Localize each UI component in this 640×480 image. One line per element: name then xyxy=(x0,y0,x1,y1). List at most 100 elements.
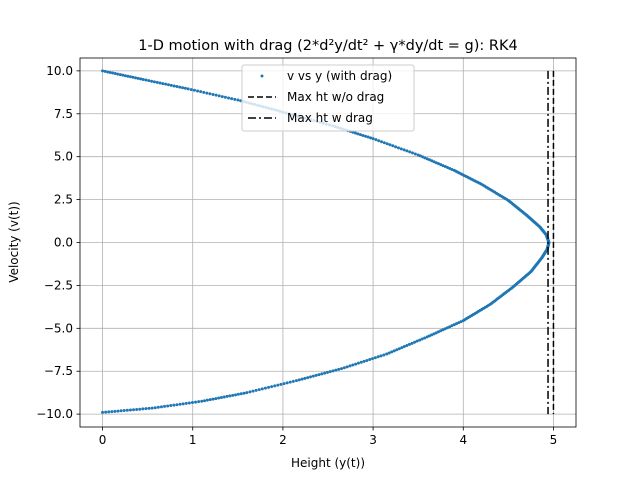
x-tick-label: 3 xyxy=(369,433,377,447)
data-point xyxy=(111,71,115,75)
data-point xyxy=(228,394,232,398)
data-point xyxy=(441,328,445,332)
legend-frame xyxy=(241,64,415,132)
data-point xyxy=(131,75,135,79)
data-point xyxy=(294,379,298,383)
data-point xyxy=(421,155,425,159)
data-point xyxy=(113,72,117,76)
data-point xyxy=(450,167,454,171)
data-point xyxy=(394,145,398,149)
data-point xyxy=(144,407,148,411)
data-point xyxy=(385,352,389,356)
data-point xyxy=(251,389,255,393)
data-point xyxy=(189,88,193,92)
data-point xyxy=(108,70,112,74)
data-point xyxy=(297,378,301,382)
data-point xyxy=(334,368,338,372)
data-point xyxy=(300,377,304,381)
data-point xyxy=(223,95,227,99)
legend-marker-points xyxy=(260,74,264,78)
data-point xyxy=(116,72,120,76)
legend-label-points: v vs y (with drag) xyxy=(287,69,392,83)
data-point xyxy=(439,329,443,333)
data-point xyxy=(104,410,108,414)
data-point xyxy=(199,90,203,94)
data-point xyxy=(436,330,440,334)
data-point xyxy=(363,134,367,138)
data-point xyxy=(413,340,417,344)
data-point xyxy=(217,94,221,98)
y-tick-label: 5.0 xyxy=(54,150,73,164)
data-point xyxy=(208,92,212,96)
data-point xyxy=(430,159,434,163)
data-point xyxy=(325,370,329,374)
data-point xyxy=(288,380,292,384)
y-tick-label: −5.0 xyxy=(44,321,73,335)
data-point xyxy=(161,82,165,86)
data-point xyxy=(362,359,366,363)
data-point xyxy=(169,404,173,408)
data-point xyxy=(303,376,307,380)
data-point xyxy=(342,366,346,370)
data-point xyxy=(432,160,436,164)
data-point xyxy=(107,410,111,414)
data-point xyxy=(309,375,313,379)
data-point xyxy=(358,133,362,137)
data-point xyxy=(337,367,341,371)
data-point xyxy=(408,150,412,154)
data-point xyxy=(183,86,187,90)
data-point xyxy=(132,408,136,412)
data-point xyxy=(141,407,145,411)
data-point xyxy=(450,324,454,328)
data-point xyxy=(282,382,286,386)
data-point xyxy=(225,394,229,398)
data-point xyxy=(175,403,179,407)
data-point xyxy=(123,74,127,78)
data-point xyxy=(172,84,176,88)
data-point xyxy=(405,343,409,347)
data-point xyxy=(153,406,157,410)
data-point xyxy=(390,350,394,354)
data-point xyxy=(136,76,140,80)
data-point xyxy=(141,77,145,81)
data-point xyxy=(441,164,445,168)
data-point xyxy=(101,69,105,73)
data-point xyxy=(205,91,209,95)
data-point xyxy=(139,77,143,81)
data-point xyxy=(413,152,417,156)
data-point xyxy=(152,80,156,84)
data-point xyxy=(369,136,373,140)
y-tick-label: 7.5 xyxy=(54,107,73,121)
data-point xyxy=(236,98,240,102)
data-point xyxy=(220,95,224,99)
data-point xyxy=(147,406,151,410)
data-point xyxy=(411,151,415,155)
data-point xyxy=(222,395,226,399)
x-tick-label: 0 xyxy=(99,433,107,447)
data-point xyxy=(345,365,349,369)
data-point xyxy=(382,353,386,357)
data-point xyxy=(181,402,185,406)
data-point xyxy=(439,163,443,167)
data-point xyxy=(200,399,204,403)
data-point xyxy=(418,154,422,158)
data-point xyxy=(445,166,449,170)
data-point xyxy=(395,348,399,352)
data-point xyxy=(172,403,176,407)
data-point xyxy=(328,370,332,374)
data-point xyxy=(366,135,370,139)
data-point xyxy=(445,326,449,330)
data-point xyxy=(387,351,391,355)
data-point xyxy=(371,357,375,361)
data-point xyxy=(427,158,431,162)
data-point xyxy=(163,404,167,408)
data-point xyxy=(150,79,154,83)
data-point xyxy=(103,69,107,73)
data-point xyxy=(285,381,289,385)
data-point xyxy=(267,385,271,389)
data-point xyxy=(365,358,369,362)
data-point xyxy=(273,384,277,388)
data-point xyxy=(187,401,191,405)
data-point xyxy=(184,401,188,405)
